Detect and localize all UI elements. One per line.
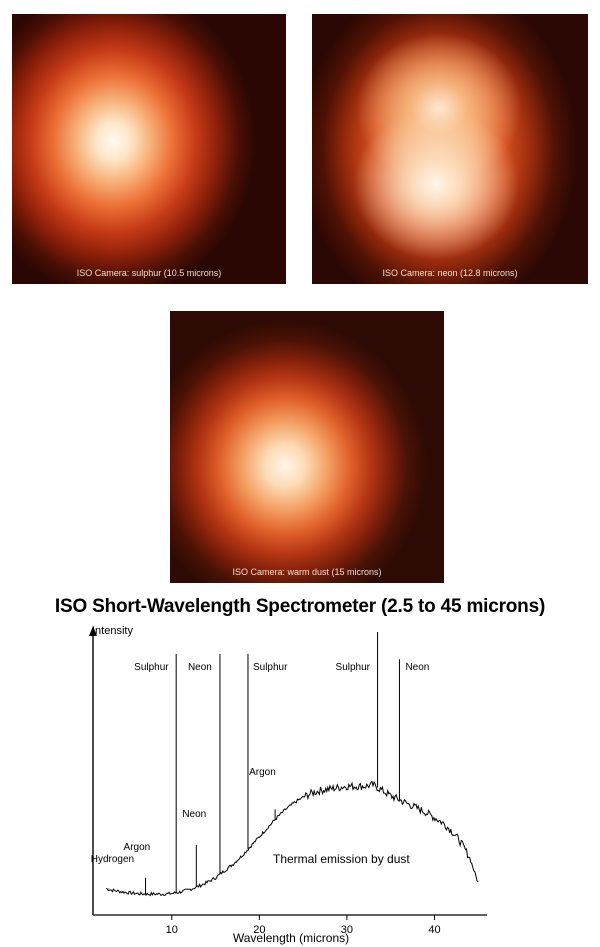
- neon-nebula-image: [312, 14, 588, 284]
- emission-line-label: Sulphur: [134, 662, 169, 673]
- y-axis-arrow-icon: [89, 626, 97, 636]
- emission-line-label: Hydrogen: [91, 854, 134, 865]
- emission-line-label: Argon: [124, 842, 151, 853]
- spectrum-curve: [106, 780, 479, 897]
- sulphur-image-panel: ISO Camera: sulphur (10.5 microns): [12, 14, 286, 284]
- warm-dust-caption: ISO Camera: warm dust (15 microns): [232, 567, 382, 577]
- emission-line-label: Sulphur: [336, 662, 371, 673]
- x-axis-label: Wavelength (microns): [233, 931, 349, 945]
- sulphur-caption: ISO Camera: sulphur (10.5 microns): [76, 268, 222, 278]
- x-tick-label: 10: [166, 924, 178, 936]
- x-tick-label: 20: [253, 924, 265, 936]
- emission-line-label: Neon: [405, 662, 429, 673]
- warm-dust-nebula-image: [170, 311, 444, 583]
- thermal-emission-label: Thermal emission by dust: [273, 852, 410, 866]
- emission-line-label: Argon: [249, 767, 276, 778]
- sulphur-nebula-image: [12, 14, 286, 284]
- emission-line-label: Neon: [182, 809, 206, 820]
- y-axis-label: Intensity: [92, 625, 133, 637]
- neon-image-panel: ISO Camera: neon (12.8 microns): [312, 14, 588, 284]
- spectrometer-title: ISO Short-Wavelength Spectrometer (2.5 t…: [54, 596, 546, 617]
- warm-dust-image-panel: ISO Camera: warm dust (15 microns): [170, 311, 444, 583]
- x-tick-label: 40: [428, 924, 440, 936]
- emission-line-label: Sulphur: [253, 662, 288, 673]
- neon-caption: ISO Camera: neon (12.8 microns): [382, 268, 518, 278]
- x-axis-ticks: 10 20 30 40: [166, 915, 441, 936]
- chart-axes: [89, 626, 487, 916]
- x-tick-label: 30: [341, 924, 353, 936]
- emission-line-label: Neon: [188, 662, 212, 673]
- emission-lines: [108, 632, 400, 895]
